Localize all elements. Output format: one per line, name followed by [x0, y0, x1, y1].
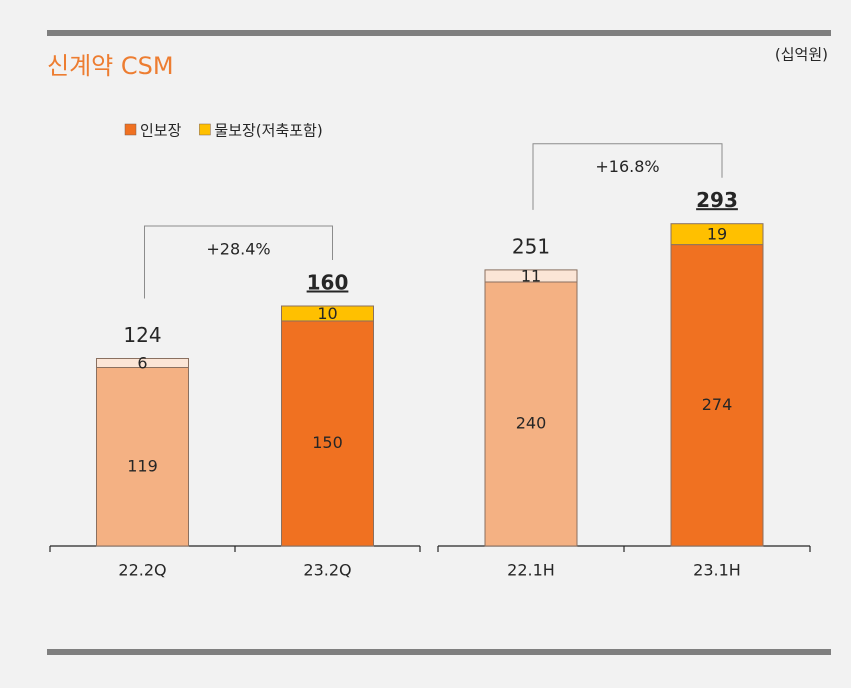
legend-label: 인보장 [140, 122, 182, 140]
total-label: 251 [512, 234, 550, 258]
chart-title: 신계약 CSM [47, 52, 174, 80]
unit-label: (십억원) [775, 46, 828, 64]
segment-label: 19 [707, 225, 727, 244]
legend-label: 물보장(저축포함) [214, 122, 322, 140]
segment-label: 6 [137, 354, 147, 373]
growth-bracket [144, 225, 333, 299]
bar-segment [281, 320, 374, 547]
growth-bracket [532, 143, 723, 210]
x-tick-label: 22.2Q [118, 561, 166, 580]
bar-segment [96, 358, 189, 368]
x-tick-label: 23.2Q [303, 561, 351, 580]
growth-label: +28.4% [206, 240, 270, 259]
segment-label: 11 [521, 266, 541, 285]
total-label: 124 [123, 323, 161, 347]
total-label: 160 [307, 271, 349, 295]
growth-label: +16.8% [595, 157, 659, 176]
top-rule [47, 30, 831, 36]
bar-segment [670, 244, 764, 547]
x-tick-label: 23.1H [693, 561, 741, 580]
bottom-rule [47, 649, 831, 655]
total-label: 293 [696, 188, 738, 212]
x-tick-label: 22.1H [507, 561, 555, 580]
bar-segment [670, 223, 764, 246]
segment-label: 240 [516, 414, 547, 433]
segment-label: 10 [317, 304, 337, 323]
segment-label: 274 [702, 395, 733, 414]
bar-segment [281, 305, 374, 322]
legend-swatch [124, 123, 137, 136]
bar-segment [484, 281, 578, 547]
bar-segment [484, 269, 578, 283]
bar-segment [96, 367, 189, 547]
segment-label: 119 [127, 456, 158, 475]
segment-label: 150 [312, 433, 343, 452]
legend-swatch [199, 123, 211, 136]
